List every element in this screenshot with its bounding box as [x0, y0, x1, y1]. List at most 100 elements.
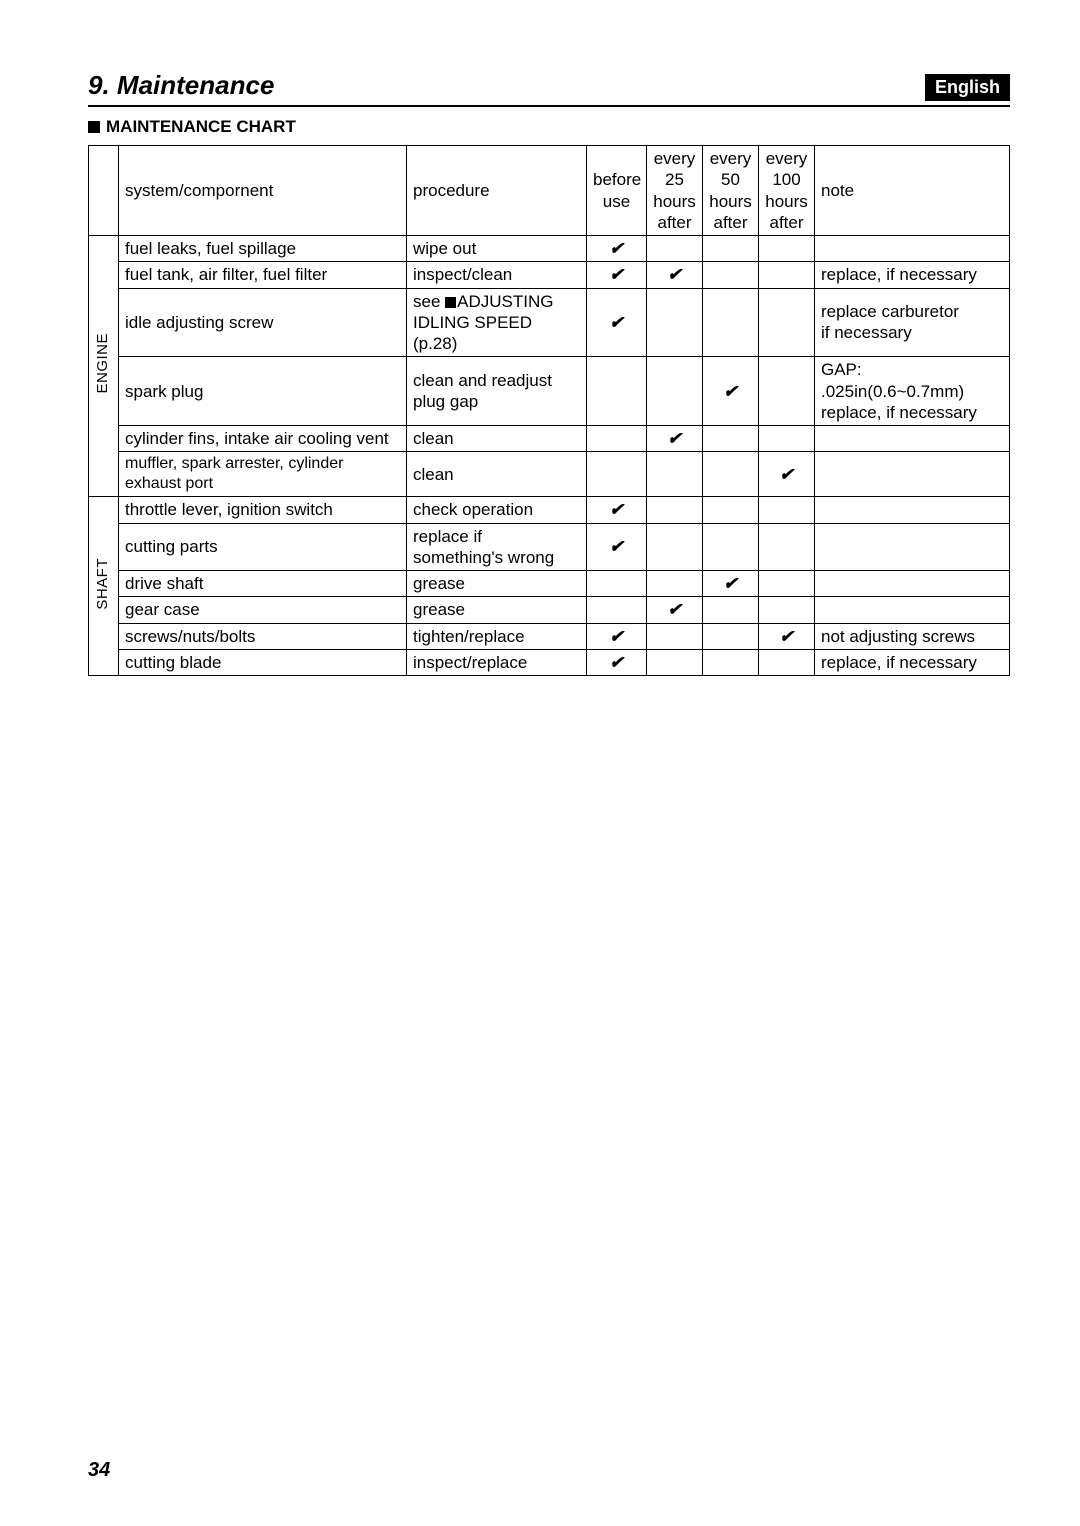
cell-100h: [759, 236, 815, 262]
table-row: cutting blade inspect/replace ✔ replace,…: [89, 649, 1010, 675]
cell-50h: [703, 623, 759, 649]
page-number: 34: [88, 1459, 110, 1482]
cell-25h: [647, 357, 703, 426]
cell-100h: [759, 597, 815, 623]
cell-procedure: inspect/clean: [407, 262, 587, 288]
cell-system: cutting blade: [119, 649, 407, 675]
cell-50h: [703, 497, 759, 523]
cell-25h: ✔: [647, 262, 703, 288]
section-header: 9. Maintenance English: [88, 70, 1010, 107]
table-row: ENGINE fuel leaks, fuel spillage wipe ou…: [89, 236, 1010, 262]
cell-25h: [647, 236, 703, 262]
cell-note: replace, if necessary: [815, 649, 1010, 675]
cell-50h: [703, 262, 759, 288]
cell-before: ✔: [587, 523, 647, 571]
cell-note: [815, 426, 1010, 452]
language-badge: English: [925, 74, 1010, 101]
table-row: spark plug clean and readjustplug gap ✔ …: [89, 357, 1010, 426]
cell-100h: [759, 288, 815, 357]
cell-system: screws/nuts/bolts: [119, 623, 407, 649]
cell-25h: [647, 452, 703, 497]
cell-procedure: tighten/replace: [407, 623, 587, 649]
cell-50h: [703, 236, 759, 262]
table-row: SHAFT throttle lever, ignition switch ch…: [89, 497, 1010, 523]
cell-25h: ✔: [647, 426, 703, 452]
cell-procedure: grease: [407, 597, 587, 623]
cell-100h: [759, 523, 815, 571]
header-before: beforeuse: [587, 146, 647, 236]
cell-before: [587, 452, 647, 497]
cell-procedure: grease: [407, 571, 587, 597]
cell-100h: [759, 649, 815, 675]
chart-heading-text: MAINTENANCE CHART: [106, 117, 296, 137]
cell-note: [815, 571, 1010, 597]
cell-note: not adjusting screws: [815, 623, 1010, 649]
cell-100h: [759, 426, 815, 452]
section-number: 9.: [88, 70, 110, 100]
cell-procedure: wipe out: [407, 236, 587, 262]
header-note: note: [815, 146, 1010, 236]
table-row: idle adjusting screw see ADJUSTINGIDLING…: [89, 288, 1010, 357]
cell-50h: [703, 523, 759, 571]
cell-procedure: see ADJUSTINGIDLING SPEED (p.28): [407, 288, 587, 357]
chart-heading: MAINTENANCE CHART: [88, 117, 1010, 137]
header-25h: every25hoursafter: [647, 146, 703, 236]
cell-procedure: inspect/replace: [407, 649, 587, 675]
cell-50h: [703, 597, 759, 623]
cell-before: [587, 357, 647, 426]
cell-100h: [759, 262, 815, 288]
cell-procedure: replace ifsomething's wrong: [407, 523, 587, 571]
cell-25h: ✔: [647, 597, 703, 623]
cell-before: [587, 571, 647, 597]
cell-system: muffler, spark arrester, cylinder exhaus…: [119, 452, 407, 497]
cell-25h: [647, 523, 703, 571]
cell-50h: [703, 452, 759, 497]
cell-50h: ✔: [703, 571, 759, 597]
table-row: fuel tank, air filter, fuel filter inspe…: [89, 262, 1010, 288]
cell-25h: [647, 497, 703, 523]
table-row: gear case grease ✔: [89, 597, 1010, 623]
cell-before: ✔: [587, 497, 647, 523]
cell-50h: [703, 649, 759, 675]
cell-system: drive shaft: [119, 571, 407, 597]
section-name: Maintenance: [117, 70, 275, 100]
cell-50h: [703, 288, 759, 357]
cell-note: [815, 236, 1010, 262]
cell-note: [815, 452, 1010, 497]
cell-note: [815, 597, 1010, 623]
cell-before: [587, 426, 647, 452]
cell-25h: [647, 288, 703, 357]
cell-before: ✔: [587, 288, 647, 357]
cell-system: fuel tank, air filter, fuel filter: [119, 262, 407, 288]
cell-procedure: clean and readjustplug gap: [407, 357, 587, 426]
cell-25h: [647, 623, 703, 649]
cell-system: gear case: [119, 597, 407, 623]
section-title: 9. Maintenance: [88, 70, 274, 101]
header-100h: every100hoursafter: [759, 146, 815, 236]
cell-before: ✔: [587, 262, 647, 288]
cell-100h: ✔: [759, 452, 815, 497]
cell-system: fuel leaks, fuel spillage: [119, 236, 407, 262]
cell-system: spark plug: [119, 357, 407, 426]
cell-50h: ✔: [703, 357, 759, 426]
cell-100h: [759, 497, 815, 523]
cell-note: GAP: .025in(0.6~0.7mm)replace, if necess…: [815, 357, 1010, 426]
header-50h: every50hoursafter: [703, 146, 759, 236]
cell-system: throttle lever, ignition switch: [119, 497, 407, 523]
cell-before: ✔: [587, 649, 647, 675]
table-row: drive shaft grease ✔: [89, 571, 1010, 597]
cell-before: ✔: [587, 623, 647, 649]
maintenance-chart-table: system/compornent procedure beforeuse ev…: [88, 145, 1010, 676]
cell-note: replace carburetorif necessary: [815, 288, 1010, 357]
cell-100h: [759, 571, 815, 597]
cell-25h: [647, 571, 703, 597]
header-procedure: procedure: [407, 146, 587, 236]
square-bullet-icon: [445, 297, 456, 308]
cell-before: ✔: [587, 236, 647, 262]
cell-system: cutting parts: [119, 523, 407, 571]
header-blank: [89, 146, 119, 236]
cell-system: cylinder fins, intake air cooling vent: [119, 426, 407, 452]
square-bullet-icon: [88, 121, 100, 133]
cell-note: [815, 497, 1010, 523]
cell-note: replace, if necessary: [815, 262, 1010, 288]
